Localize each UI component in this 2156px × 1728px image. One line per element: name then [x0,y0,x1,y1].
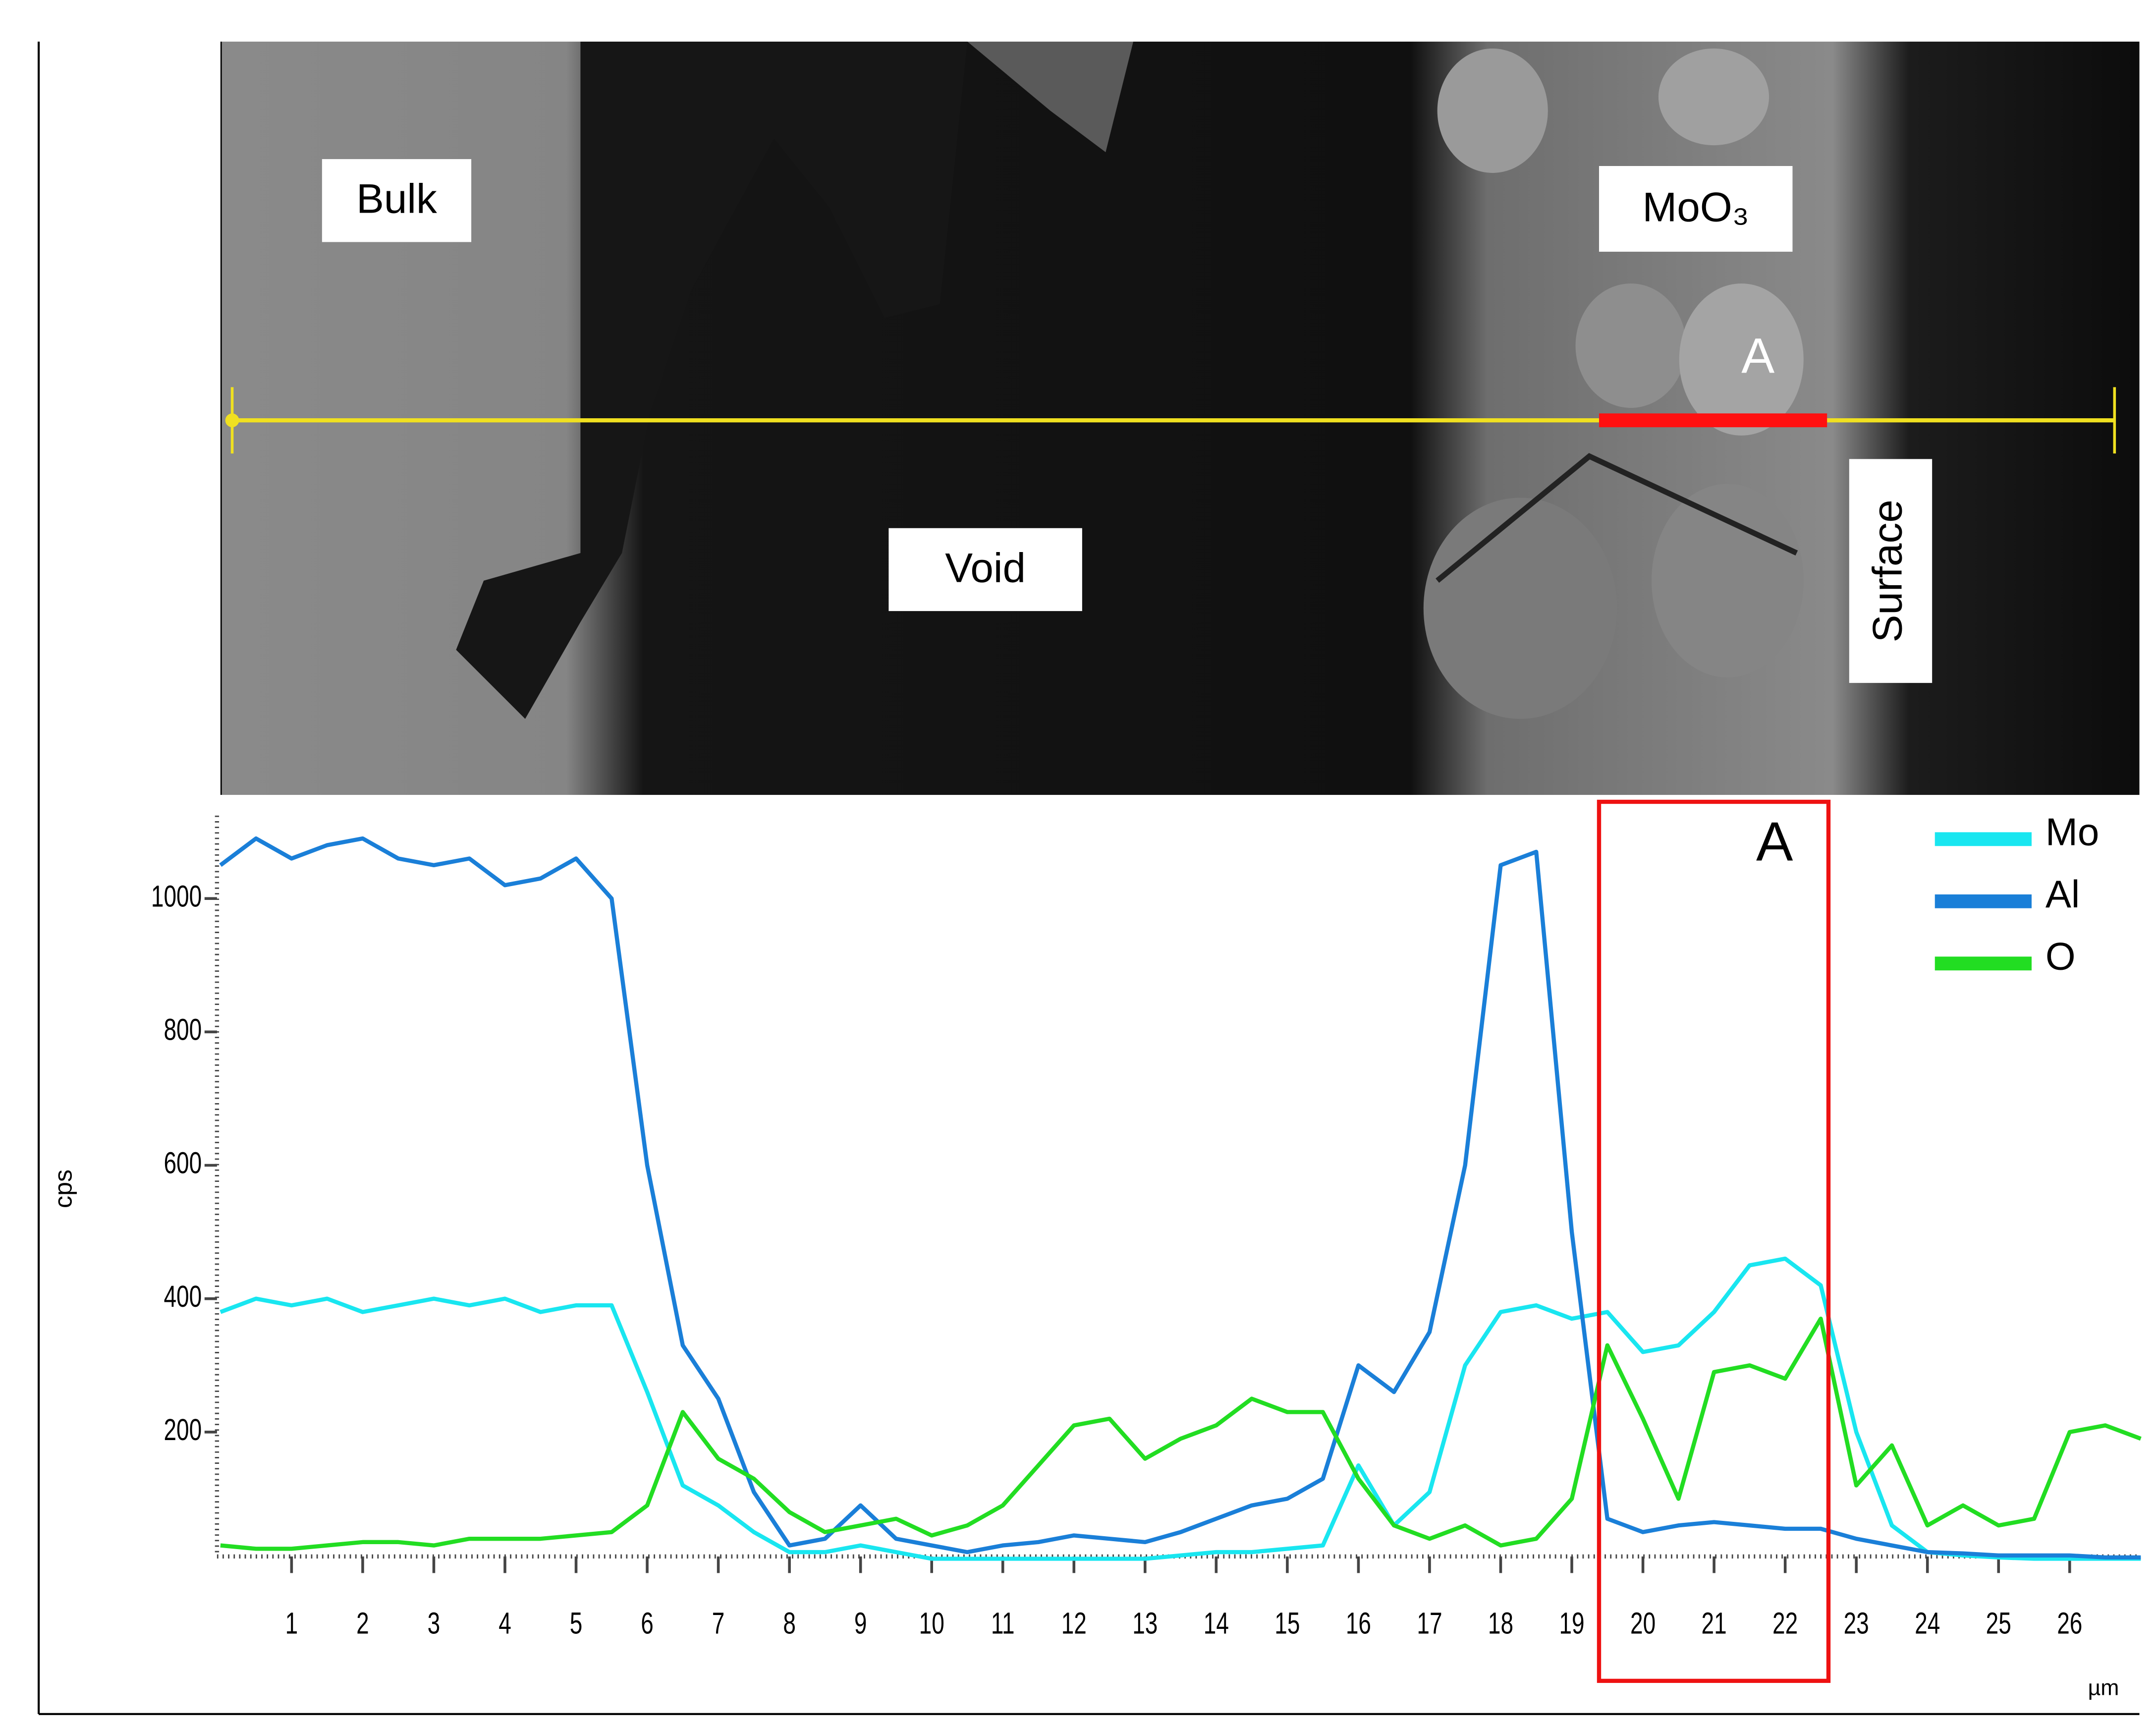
series-line [220,1256,2141,1561]
y-axis-label: cps [49,1170,77,1208]
y-tick-label: 600 [164,1146,202,1180]
x-tick-label: 11 [991,1607,1015,1640]
y-tick-label: 400 [164,1280,202,1314]
x-tick-label: 26 [2057,1607,2082,1640]
x-tick-label: 6 [641,1607,654,1640]
x-tick-label: 9 [854,1607,867,1640]
x-tick-label: 20 [1630,1607,1656,1640]
x-tick-label: 16 [1346,1607,1371,1640]
series-line [219,836,2141,1560]
legend-label: O [2045,935,2076,978]
annotation: Bulk [356,175,437,222]
y-tick-label: 200 [164,1413,202,1447]
x-tick-label: 4 [498,1607,511,1640]
x-tick-label: 25 [1986,1607,2011,1640]
x-tick-label: 17 [1417,1607,1442,1640]
x-tick-label: 18 [1488,1607,1513,1640]
x-tick-label: 3 [428,1607,441,1640]
x-tick-label: 13 [1132,1607,1158,1640]
annotation: A [1756,811,1793,873]
series-line [220,1316,2142,1551]
y-tick-label: 800 [164,1013,202,1047]
annotation: A [1741,328,1774,384]
x-tick-label: 24 [1915,1607,1940,1640]
legend-label: Mo [2045,810,2099,854]
x-tick-label: 5 [570,1607,583,1640]
region-box [1597,799,1831,1683]
x-tick-label: 23 [1844,1607,1869,1640]
sem-image [221,41,2140,795]
annotation: Void [945,544,1026,591]
x-tick-label: 21 [1702,1607,1727,1640]
annotation: Surface [1864,500,1911,642]
annotation: MoO₃ [1643,183,1749,230]
x-tick-label: 19 [1559,1607,1584,1640]
x-tick-label: 10 [919,1607,944,1640]
x-tick-label: 7 [712,1607,725,1640]
x-tick-label: 1 [285,1607,298,1640]
x-axis-label: µm [2088,1675,2119,1700]
y-tick-label: 1000 [151,880,202,913]
x-tick-label: 8 [783,1607,796,1640]
x-tick-label: 2 [356,1607,369,1640]
x-tick-label: 14 [1204,1607,1229,1640]
x-tick-label: 22 [1772,1607,1798,1640]
x-tick-label: 12 [1061,1607,1087,1640]
x-tick-label: 15 [1274,1607,1300,1640]
legend-label: Al [2045,872,2080,916]
